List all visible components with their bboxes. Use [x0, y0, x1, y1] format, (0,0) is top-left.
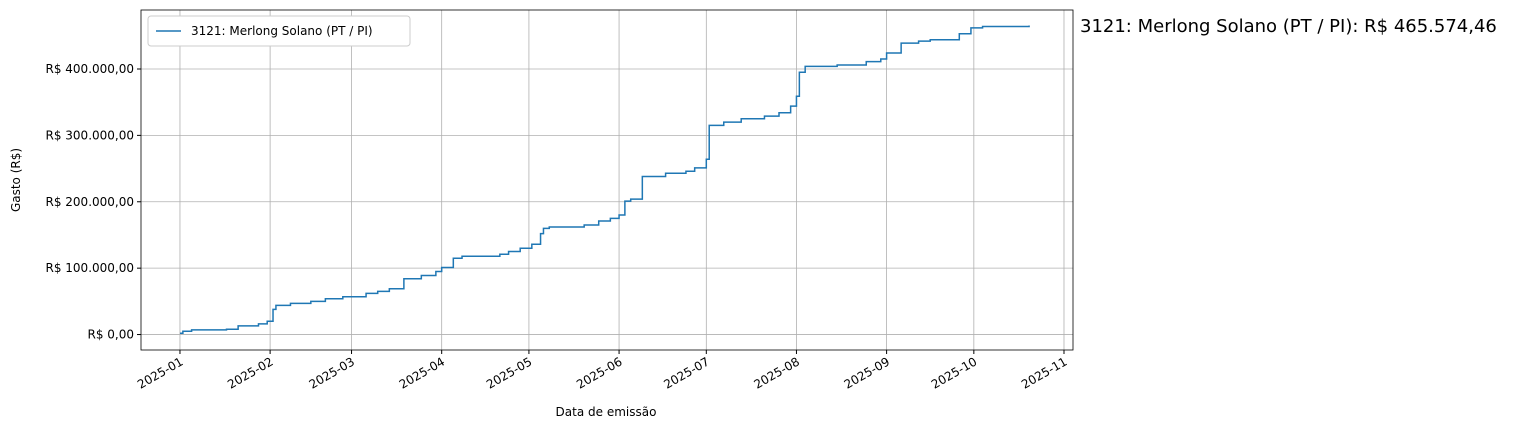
- legend: 3121: Merlong Solano (PT / PI): [147, 15, 411, 47]
- annotation: 3121: Merlong Solano (PT / PI): R$ 465.5…: [1080, 16, 1497, 37]
- y-tick-label: R$ 400.000,00: [46, 62, 135, 76]
- y-axis-label: Gasto (R$): [9, 148, 23, 212]
- line-series: [179, 25, 1030, 334]
- plot-frame: [140, 9, 1074, 351]
- x-axis-label: Data de emissão: [556, 405, 657, 419]
- y-tick-label: R$ 200.000,00: [46, 195, 135, 209]
- y-tick-label: R$ 0,00: [87, 328, 134, 342]
- y-tick-label: R$ 100.000,00: [46, 261, 135, 275]
- y-tick-label: R$ 300.000,00: [46, 128, 135, 142]
- legend-box: [147, 15, 411, 47]
- legend-label: 3121: Merlong Solano (PT / PI): [191, 24, 373, 38]
